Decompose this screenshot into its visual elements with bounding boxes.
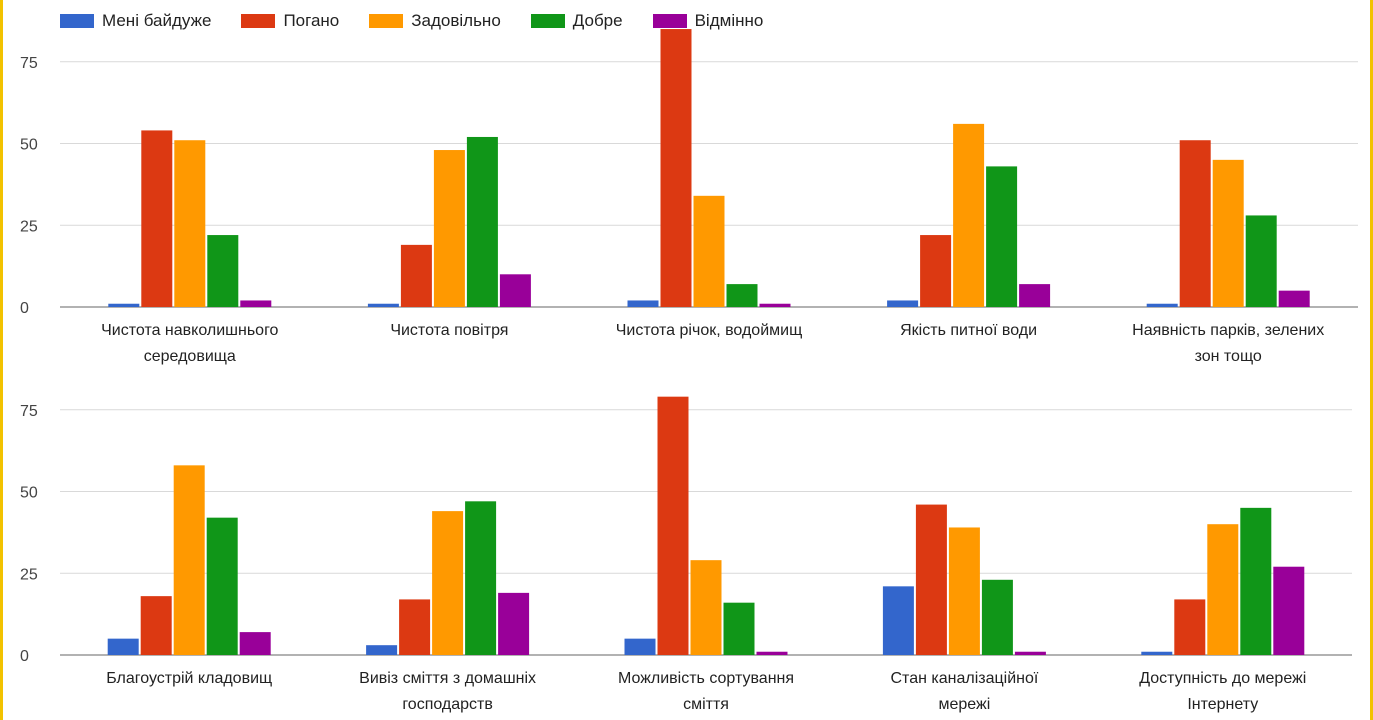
- legend-label: Погано: [283, 11, 340, 30]
- legend-item-indifferent: Мені байдуже: [60, 11, 211, 31]
- legend-label: Мені байдуже: [102, 11, 212, 30]
- bar: [366, 645, 398, 655]
- bar: [690, 560, 722, 655]
- bar: [1212, 159, 1244, 307]
- bar: [499, 274, 531, 307]
- bar: [624, 638, 656, 655]
- bar: [207, 235, 239, 307]
- legend-swatch: [369, 14, 404, 28]
- legend-swatch: [530, 14, 565, 28]
- bar: [756, 651, 788, 655]
- bar: [240, 300, 272, 307]
- x-category-label: Стан каналізаційної мережі: [890, 670, 1038, 713]
- y-tick-label: 50: [20, 137, 38, 154]
- bar: [432, 511, 464, 655]
- chart-legend: Мені байдуже Погано Задовільно Добре Від…: [60, 10, 793, 32]
- x-category-label: Можливість сортування сміття: [618, 670, 794, 713]
- bar: [1207, 524, 1239, 655]
- y-tick-label: 0: [20, 300, 29, 317]
- y-tick-label: 25: [20, 566, 38, 583]
- y-tick-label: 0: [20, 648, 29, 665]
- bar: [367, 303, 399, 307]
- x-category-label: Чистота річок, водоймищ: [616, 322, 803, 339]
- bar: [141, 130, 173, 307]
- bar: [887, 300, 919, 307]
- bar: [108, 303, 140, 307]
- legend-item-excellent: Відмінно: [652, 11, 764, 31]
- legend-item-bad: Погано: [241, 11, 339, 31]
- bar: [107, 638, 139, 655]
- bar: [759, 303, 791, 307]
- bar: [953, 123, 985, 307]
- bar: [173, 465, 205, 655]
- legend-swatch: [241, 14, 276, 28]
- bar: [882, 586, 914, 655]
- bar: [433, 150, 465, 307]
- bar: [1141, 651, 1173, 655]
- legend-label: Відмінно: [694, 11, 764, 30]
- bar: [498, 592, 530, 655]
- bar: [627, 300, 659, 307]
- bar: [206, 517, 238, 655]
- bar: [465, 501, 497, 655]
- bar: [726, 284, 758, 307]
- bar: [239, 632, 271, 655]
- bar: [986, 166, 1018, 307]
- bar: [400, 244, 432, 307]
- bar: [1179, 140, 1211, 307]
- bar: [1245, 215, 1277, 307]
- bar: [1146, 303, 1178, 307]
- y-tick-label: 75: [20, 403, 38, 420]
- legend-swatch: [60, 14, 94, 28]
- bar: [948, 527, 980, 655]
- bar: [1174, 599, 1206, 655]
- x-category-label: Доступність до мережі Інтернету: [1139, 670, 1306, 713]
- bar: [1240, 507, 1272, 655]
- bar: [981, 579, 1013, 655]
- x-category-label: Наявність парків, зелених зон тощо: [1132, 322, 1324, 365]
- y-tick-label: 25: [20, 218, 38, 235]
- bar: [723, 602, 755, 655]
- bar: [915, 504, 947, 655]
- legend-item-satisfactory: Задовільно: [369, 11, 501, 31]
- y-tick-label: 75: [20, 55, 38, 72]
- legend-label: Задовільно: [411, 11, 501, 30]
- bar: [1273, 566, 1305, 655]
- x-category-label: Вивіз сміття з домашніх господарств: [359, 670, 536, 713]
- bar: [1014, 651, 1046, 655]
- bar: [660, 29, 692, 308]
- bar: [174, 140, 206, 307]
- left-frame-border: [0, 0, 3, 720]
- y-tick-label: 50: [20, 485, 38, 502]
- x-category-label: Чистота навколишнього середовища: [101, 322, 278, 365]
- x-category-label: Благоустрій кладовищ: [106, 670, 272, 687]
- x-category-label: Чистота повітря: [390, 322, 508, 339]
- bar: [466, 136, 498, 307]
- legend-label: Добре: [572, 11, 623, 30]
- legend-swatch: [652, 14, 687, 28]
- legend-item-good: Добре: [530, 11, 623, 31]
- right-frame-border: [1370, 0, 1373, 720]
- bar: [693, 195, 725, 307]
- bar: [1278, 290, 1310, 307]
- bar: [140, 596, 172, 655]
- bar: [399, 599, 431, 655]
- x-category-label: Якість питної води: [900, 322, 1037, 339]
- bar: [657, 396, 689, 655]
- bar: [1019, 284, 1051, 307]
- bar: [920, 235, 952, 307]
